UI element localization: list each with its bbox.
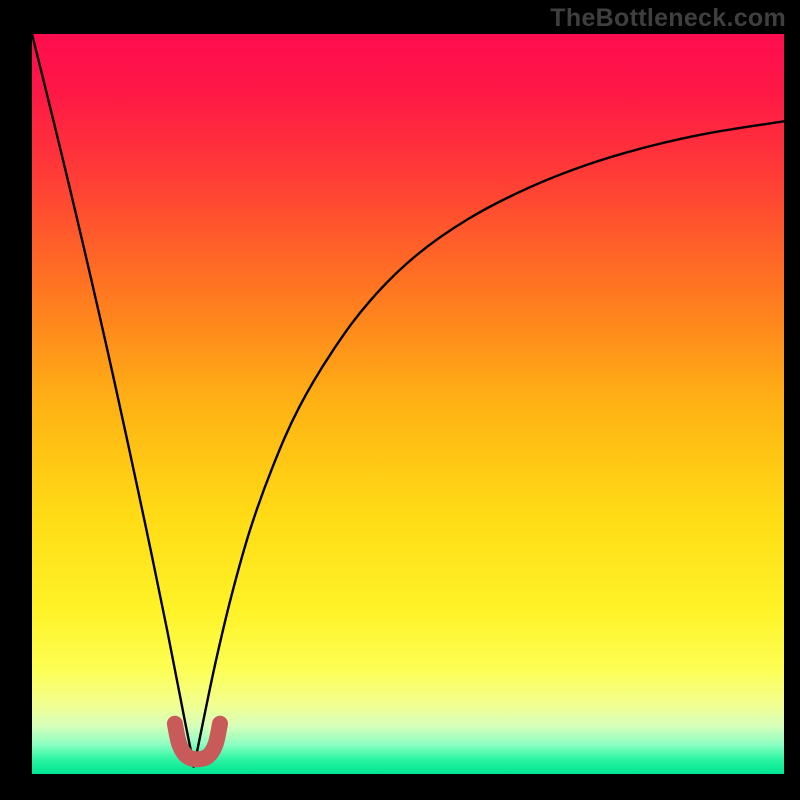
- chart-frame: TheBottleneck.com: [0, 0, 800, 800]
- gradient-background: [32, 34, 784, 774]
- chart-svg: [32, 34, 784, 774]
- watermark-text: TheBottleneck.com: [550, 4, 786, 33]
- plot-area: [32, 34, 784, 774]
